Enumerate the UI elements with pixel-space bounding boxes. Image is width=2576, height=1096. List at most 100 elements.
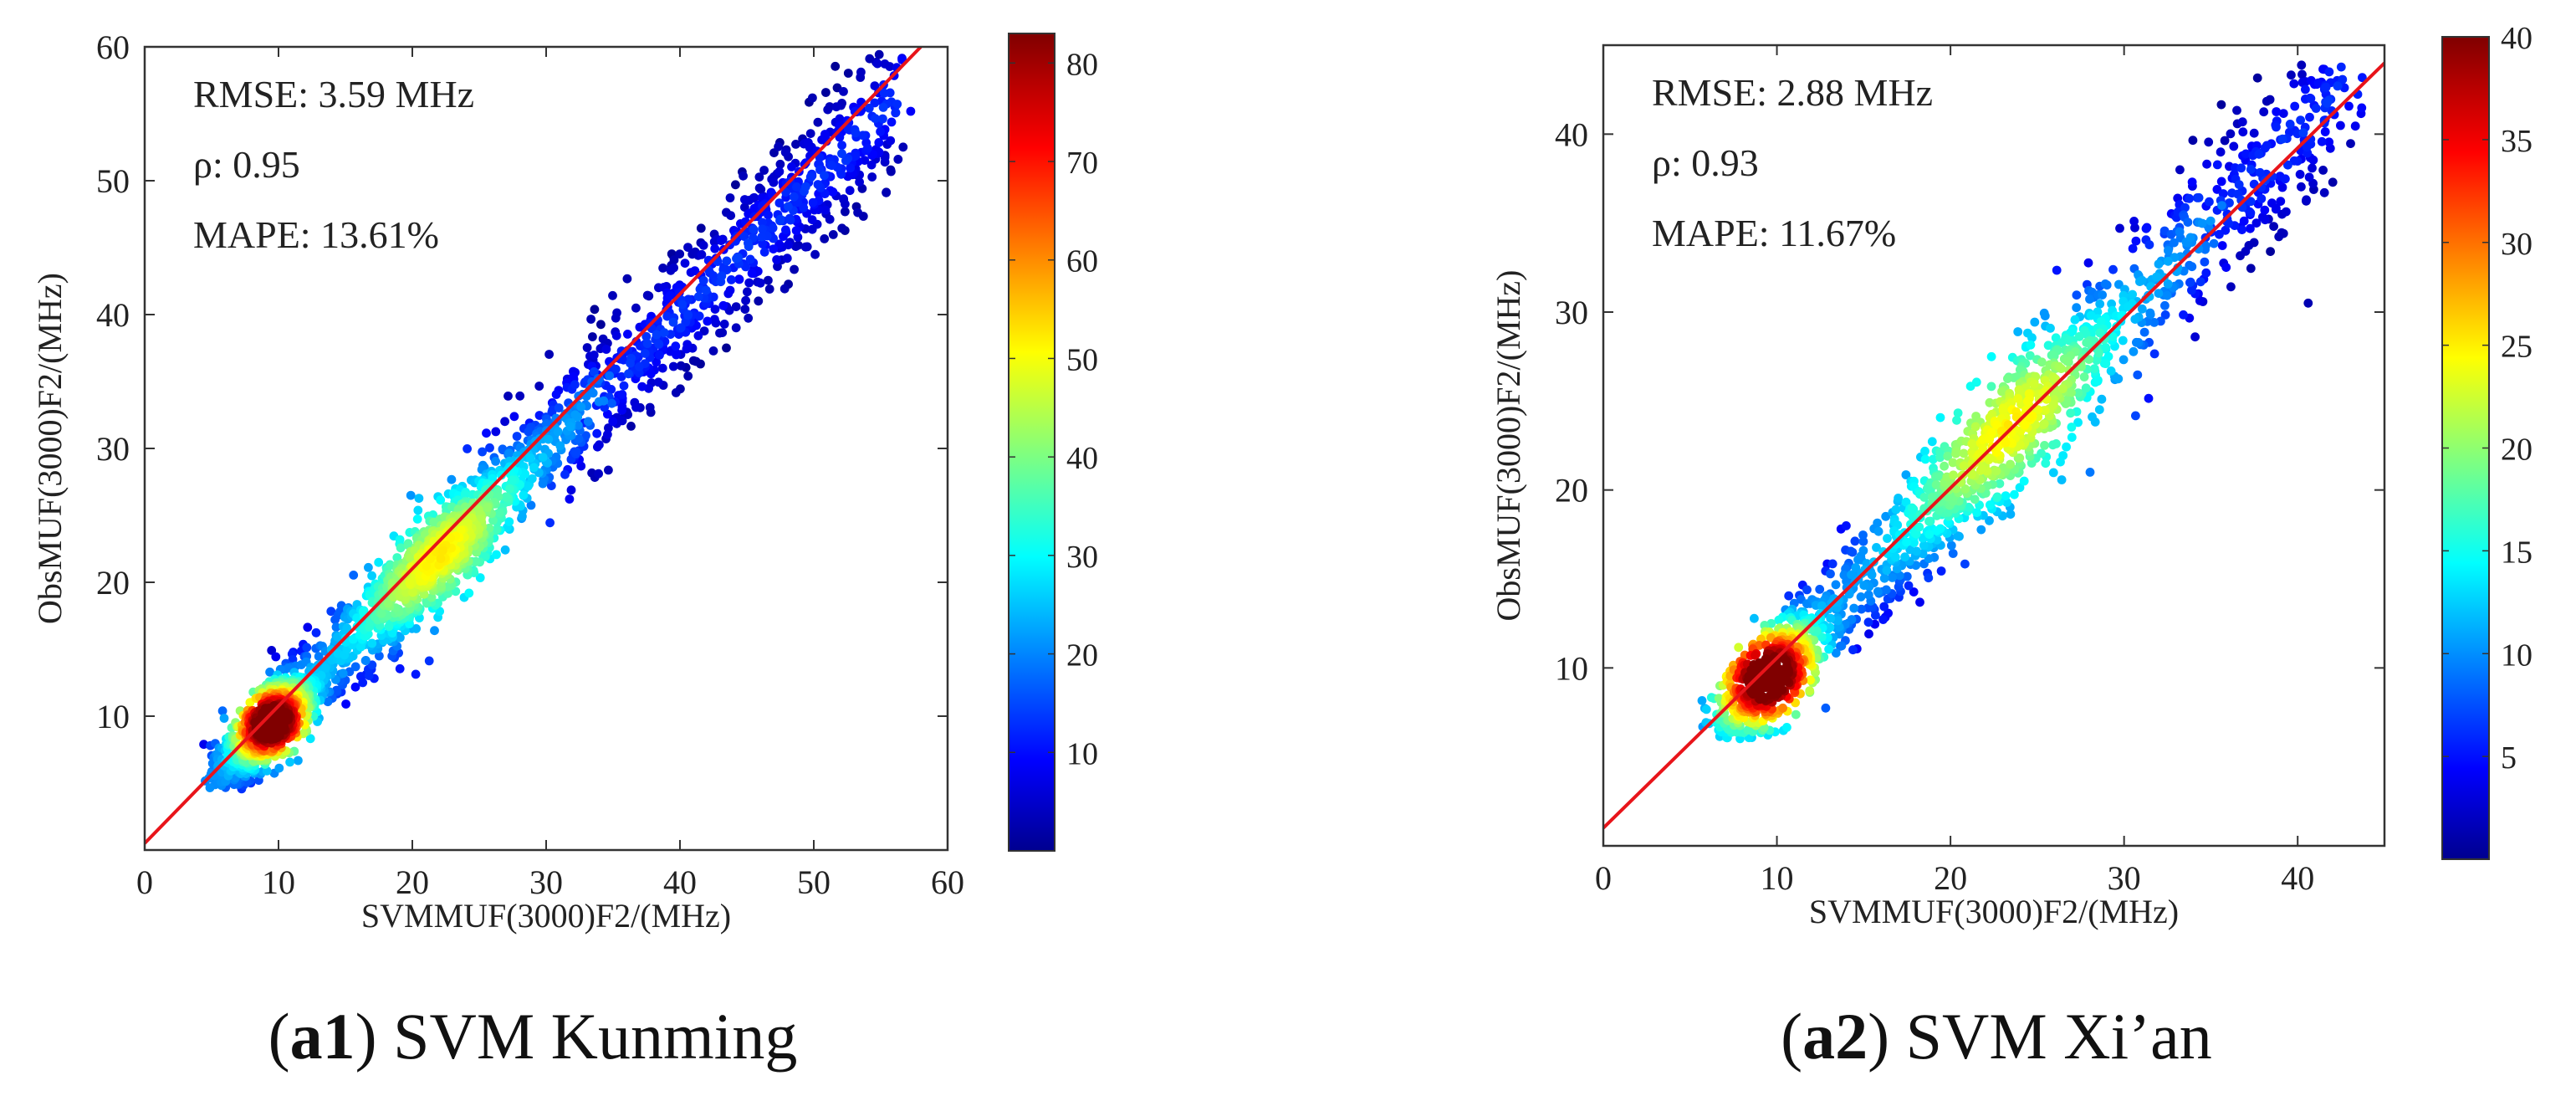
chart-a1-point <box>608 290 617 300</box>
chart-a1-point <box>619 381 629 391</box>
chart-a2-point <box>2183 218 2193 227</box>
chart-a2-point <box>1791 709 1801 720</box>
chart-a2-point <box>2302 142 2312 152</box>
chart-a2-point <box>2073 388 2083 397</box>
chart-a1-point <box>831 61 841 71</box>
chart-a1-point <box>741 295 750 305</box>
chart-a1-point <box>891 108 901 118</box>
chart-a1-point <box>494 508 504 518</box>
chart-a2-point <box>1778 703 1788 713</box>
chart-a1-point <box>263 734 273 744</box>
chart-a1-point <box>677 300 687 310</box>
chart-a1-point <box>352 613 362 623</box>
chart-a2-point <box>2216 100 2226 110</box>
chart-a1-point <box>367 571 376 581</box>
chart-a1-point <box>808 197 818 207</box>
chart-a1-point <box>878 102 888 112</box>
chart-a2-point <box>2070 315 2080 325</box>
chart-a2-point <box>2130 223 2139 233</box>
chart-a2-point <box>1936 566 1946 576</box>
chart-a2-point <box>1904 581 1914 591</box>
chart-a2-point <box>1857 604 1867 614</box>
caption-a1-text: SVM Kunming <box>393 1000 798 1073</box>
chart-a2-point <box>2187 177 2197 187</box>
chart-a1-point <box>722 256 732 266</box>
chart-a1-point <box>367 660 377 670</box>
chart-a1-point <box>779 284 790 294</box>
chart-a2-point <box>2260 205 2270 215</box>
chart-a1-point <box>512 432 522 441</box>
chart-a1-colorbar <box>1009 33 1055 851</box>
chart-a1-point <box>624 369 633 379</box>
chart-a2-point <box>2082 338 2092 347</box>
chart-a2-point <box>1972 508 1982 517</box>
chart-a1-colorbar-frame <box>1008 33 1055 852</box>
chart-a1-point <box>413 505 423 515</box>
chart-a1-point <box>851 151 861 161</box>
chart-a2-point <box>2257 194 2267 203</box>
chart-a2-point <box>1873 518 1883 528</box>
chart-a2-point <box>2114 279 2124 289</box>
chart-a2-point <box>2057 338 2067 347</box>
chart-a2-axes-box <box>1602 44 2386 848</box>
chart-a2-point <box>1746 665 1756 674</box>
chart-a2-point <box>2232 105 2241 115</box>
chart-a1-point <box>657 363 667 373</box>
chart-a1-point <box>740 202 749 213</box>
chart-a2-point <box>1872 543 1881 552</box>
chart-a1-ytick-label: 50 <box>96 162 130 200</box>
chart-a2-point <box>1701 704 1711 714</box>
chart-a2-point <box>2072 303 2082 313</box>
chart-a1-point <box>755 278 765 288</box>
chart-a2-point <box>2218 189 2228 198</box>
chart-a2-point <box>2022 397 2032 407</box>
chart-a1-point <box>666 290 675 300</box>
chart-a2-point <box>2323 98 2332 108</box>
chart-a1-point <box>457 525 466 535</box>
chart-a1-point <box>471 556 481 566</box>
chart-a1-point <box>878 114 887 124</box>
chart-a2-point <box>2025 412 2035 423</box>
chart-a2-point <box>1873 526 1883 536</box>
chart-a2-point <box>2164 246 2173 255</box>
chart-a1-point <box>874 138 884 147</box>
chart-a1-point <box>671 348 681 357</box>
chart-a1-point <box>617 390 627 399</box>
chart-a2-ytick-label: 40 <box>1555 115 1588 153</box>
chart-a1-point <box>839 87 848 96</box>
chart-a2-point <box>1986 500 1995 510</box>
chart-a2-point <box>1882 566 1892 576</box>
chart-a2-point <box>2057 384 2067 394</box>
chart-a1-point <box>541 419 551 429</box>
chart-a1-point <box>739 232 749 241</box>
chart-a2-point <box>1924 573 1934 583</box>
chart-a2-point <box>2187 262 2197 272</box>
chart-a1-point <box>367 638 377 648</box>
chart-a1-point <box>772 255 781 264</box>
chart-a2-point <box>2246 165 2256 174</box>
chart-a1-point <box>694 311 704 321</box>
chart-a2-point <box>2328 177 2338 187</box>
chart-a2-point <box>2056 457 2065 467</box>
chart-a1-point <box>831 102 841 112</box>
chart-a2-point <box>2040 406 2050 415</box>
chart-a2-point <box>1902 537 1911 547</box>
chart-a2-point <box>2154 289 2164 298</box>
chart-a2-ytick-label: 10 <box>1555 649 1588 687</box>
chart-a2-point <box>2094 348 2103 358</box>
chart-a1-point <box>608 417 618 427</box>
chart-a2-point <box>2001 438 2011 448</box>
chart-a1-point <box>320 663 330 673</box>
chart-a2-point <box>2175 165 2185 175</box>
chart-a1-point <box>820 205 831 215</box>
chart-a1-point <box>837 223 847 233</box>
chart-a1-point <box>659 328 669 338</box>
chart-a1-point <box>526 453 535 463</box>
chart-a2-point <box>1833 616 1843 626</box>
chart-a1-point <box>820 171 829 181</box>
chart-a2-point <box>2246 223 2255 233</box>
chart-a2-point <box>2297 78 2308 87</box>
chart-a2-point <box>2062 442 2072 452</box>
chart-a1-point <box>898 142 908 152</box>
